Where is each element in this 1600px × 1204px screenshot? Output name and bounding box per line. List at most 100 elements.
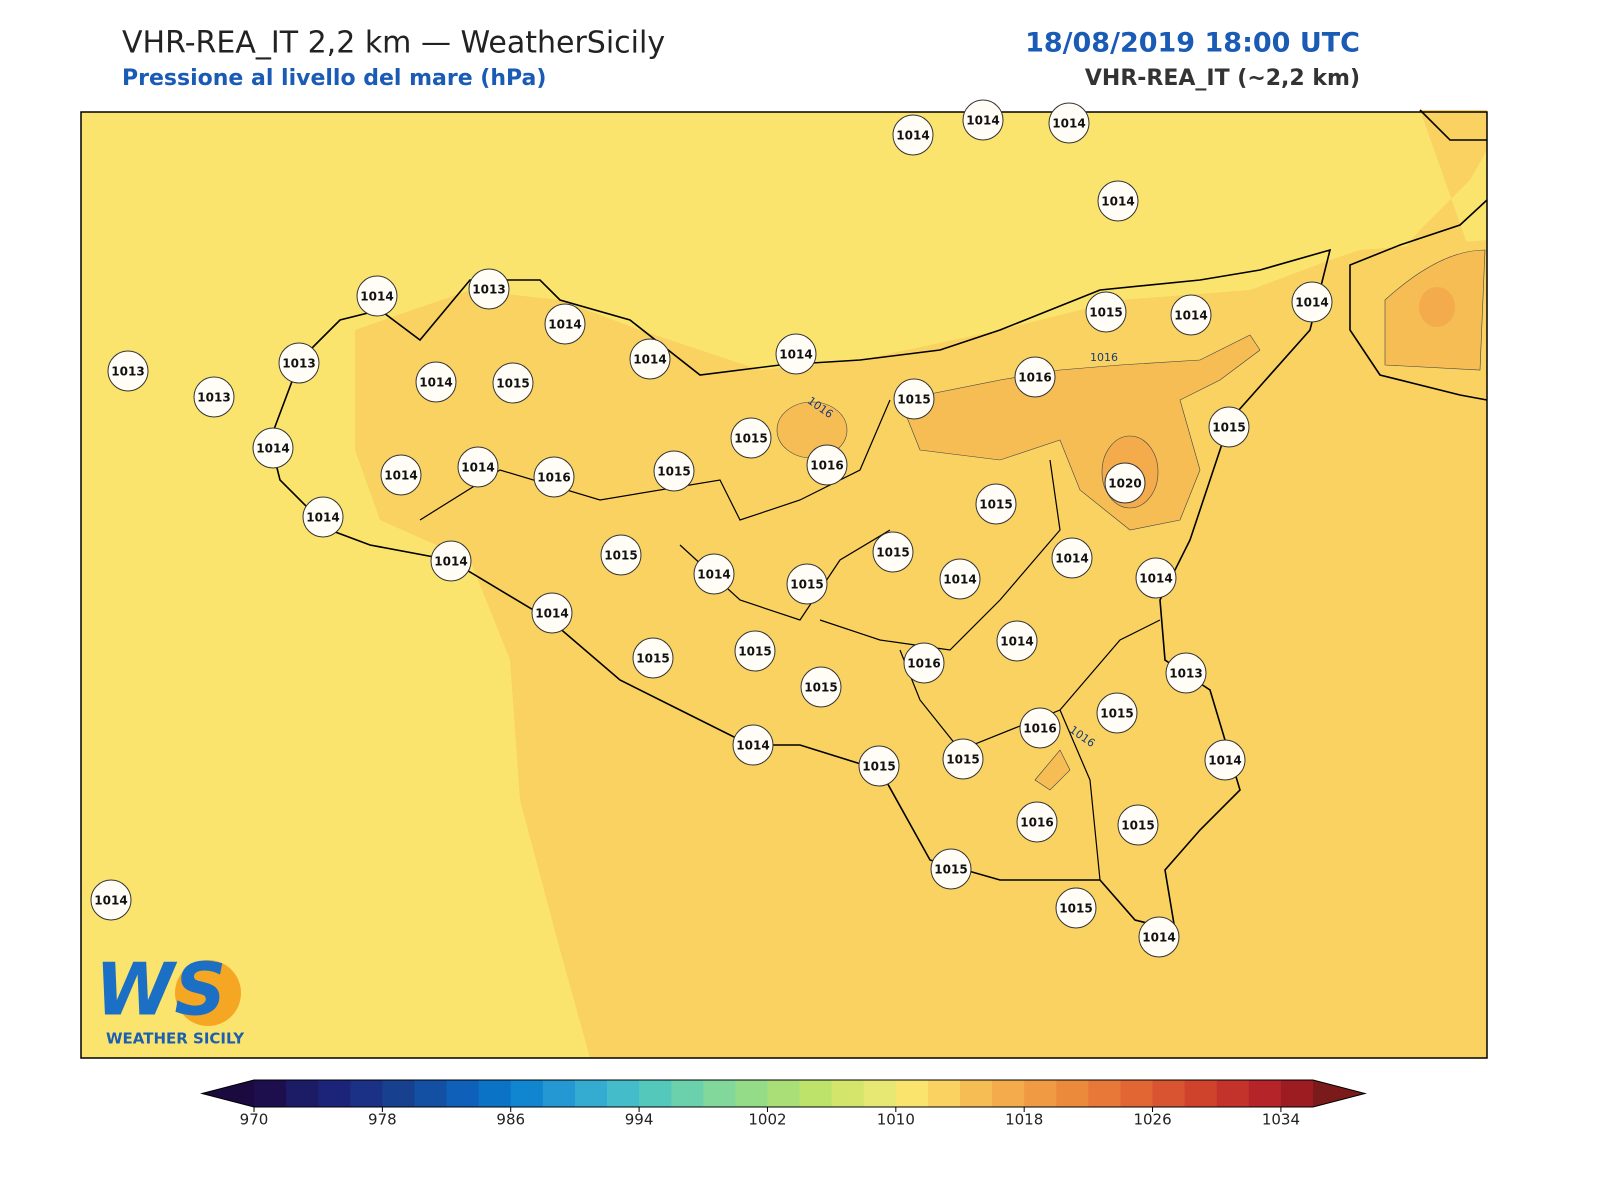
station-value: 1014 xyxy=(1052,117,1085,131)
station: 1015 xyxy=(1096,692,1138,734)
colorbar-bin xyxy=(350,1080,383,1107)
station-value: 1014 xyxy=(94,894,127,908)
logo-mark: WS xyxy=(95,948,226,1032)
station-marker xyxy=(531,592,573,634)
station-value: 1015 xyxy=(897,393,930,407)
station-value: 1015 xyxy=(1121,819,1154,833)
station-marker xyxy=(252,427,294,469)
station-value: 1016 xyxy=(810,459,843,473)
station-marker xyxy=(1170,294,1212,336)
station-value: 1014 xyxy=(384,469,417,483)
station-marker xyxy=(1117,804,1159,846)
colorbar: 970 978 986 994 1002 1010 1018 1026 1034 xyxy=(200,1079,1367,1129)
colorbar-tick-label: 986 xyxy=(496,1111,525,1129)
station: 1014 xyxy=(90,879,132,921)
station-value: 1014 xyxy=(306,511,339,525)
colorbar-bin xyxy=(446,1080,480,1107)
station-marker xyxy=(629,338,671,380)
station: 1014 xyxy=(380,454,422,496)
station-marker xyxy=(457,446,499,488)
colorbar-bin xyxy=(1184,1080,1218,1107)
station: 1014 xyxy=(252,427,294,469)
colorbar-tick-label: 978 xyxy=(368,1111,397,1129)
colorbar-bin xyxy=(478,1080,512,1107)
pressure-area xyxy=(1034,749,1071,791)
station-marker xyxy=(1204,739,1246,781)
station-value: 1015 xyxy=(496,377,529,391)
station: 1013 xyxy=(193,376,235,418)
subtitle: Pressione al livello del mare (hPa) xyxy=(122,66,546,91)
station: 1016 xyxy=(533,456,575,498)
station-value: 1014 xyxy=(1142,931,1175,945)
station: 1015 xyxy=(800,666,842,708)
station-marker xyxy=(1097,180,1139,222)
station-value: 1015 xyxy=(636,652,669,666)
station: 1015 xyxy=(632,637,674,679)
station-marker xyxy=(1014,356,1056,398)
station: 1014 xyxy=(1170,294,1212,336)
station-marker xyxy=(1135,557,1177,599)
station-value: 1014 xyxy=(736,739,769,753)
station-marker xyxy=(930,848,972,890)
station-value: 1015 xyxy=(1100,707,1133,721)
station-value: 1014 xyxy=(461,461,494,475)
station: 1014 xyxy=(1204,739,1246,781)
logo: WS WEATHER SICILY xyxy=(95,948,245,1048)
station-marker xyxy=(732,724,774,766)
station: 1014 xyxy=(302,496,344,538)
station: 1013 xyxy=(468,268,510,310)
station: 1015 xyxy=(730,417,772,459)
colorbar-bin xyxy=(414,1080,448,1107)
station: 1014 xyxy=(962,99,1004,141)
station-value: 1015 xyxy=(934,863,967,877)
station-value: 1015 xyxy=(979,498,1012,512)
station-marker xyxy=(942,738,984,780)
station-marker xyxy=(996,620,1038,662)
station-value: 1013 xyxy=(472,283,505,297)
station-marker xyxy=(734,630,776,672)
station-marker xyxy=(632,637,674,679)
station-marker xyxy=(975,483,1017,525)
station: 1015 xyxy=(492,362,534,404)
station: 1015 xyxy=(1085,291,1127,333)
station: 1015 xyxy=(1117,804,1159,846)
station-marker xyxy=(544,303,586,345)
station-marker xyxy=(1051,537,1093,579)
colorbar-bin xyxy=(1152,1080,1186,1107)
station-marker xyxy=(415,361,457,403)
station-marker xyxy=(786,563,828,605)
station-marker xyxy=(1048,102,1090,144)
station: 1020 xyxy=(1104,462,1146,504)
colorbar-bin xyxy=(1248,1080,1282,1107)
station-value: 1014 xyxy=(256,442,289,456)
colorbar-bin xyxy=(1280,1080,1314,1107)
station-marker xyxy=(1138,916,1180,958)
station: 1015 xyxy=(653,450,695,492)
station-value: 1016 xyxy=(1020,816,1053,830)
station-marker xyxy=(893,378,935,420)
station-marker xyxy=(858,745,900,787)
station-marker xyxy=(533,456,575,498)
station-marker xyxy=(278,342,320,384)
colorbar-bin xyxy=(574,1080,608,1107)
colorbar-bin xyxy=(767,1080,801,1107)
station: 1015 xyxy=(786,563,828,605)
station-marker xyxy=(1208,406,1250,448)
colorbar-bin xyxy=(639,1080,672,1107)
station-value: 1014 xyxy=(1295,296,1328,310)
station-value: 1014 xyxy=(966,114,999,128)
station-value: 1015 xyxy=(876,546,909,560)
station-value: 1014 xyxy=(1000,635,1033,649)
colorbar-over xyxy=(1313,1080,1365,1107)
station-marker xyxy=(600,534,642,576)
station-value: 1014 xyxy=(779,348,812,362)
station-marker xyxy=(903,642,945,684)
station-value: 1016 xyxy=(907,657,940,671)
station-value: 1015 xyxy=(734,432,767,446)
station-value: 1015 xyxy=(790,578,823,592)
station: 1015 xyxy=(734,630,776,672)
pressure-area xyxy=(1419,287,1455,327)
colorbar-bin xyxy=(671,1080,704,1107)
coastline xyxy=(269,248,1332,932)
